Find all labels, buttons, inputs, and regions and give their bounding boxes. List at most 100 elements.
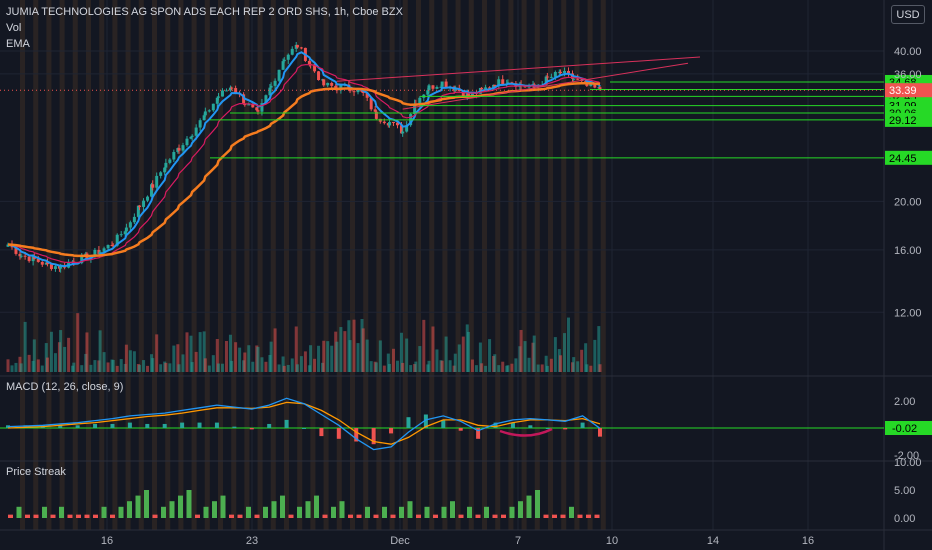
volume-bar [545, 365, 549, 372]
session-band [218, 0, 223, 530]
volume-bar [506, 365, 510, 372]
macd-histogram-bar [423, 414, 428, 428]
candle-body [159, 172, 163, 176]
volume-bar [313, 358, 317, 372]
candle-body [146, 196, 150, 201]
candle-body [150, 184, 154, 197]
candle-body [365, 92, 369, 98]
volume-bar [138, 364, 142, 372]
volume-bar [457, 344, 461, 372]
session-band [574, 0, 580, 530]
volume-bar [414, 361, 418, 372]
volume-bar [501, 361, 505, 372]
volume-bar [202, 331, 206, 372]
currency-button[interactable]: USD [891, 5, 925, 24]
price-streak-bar [492, 514, 498, 518]
macd-histogram-bar [75, 425, 80, 428]
candle-body [128, 222, 132, 228]
session-band [482, 0, 487, 530]
volume-bar [510, 363, 514, 372]
volume-bar [584, 343, 588, 372]
candle-body [207, 110, 211, 112]
volume-bar [85, 332, 89, 372]
volume-bar [168, 363, 172, 372]
volume-bar [422, 319, 426, 372]
volume-bar [215, 338, 219, 372]
macd-histogram-bar [302, 428, 306, 429]
price-streak-bar [93, 514, 98, 518]
price-streak-bar [195, 514, 200, 518]
candle-body [369, 97, 373, 110]
price-streak-bar [288, 514, 294, 518]
session-band [508, 0, 514, 530]
price-streak-indicator-label[interactable]: Price Streak [6, 466, 66, 478]
volume-bar [399, 332, 403, 372]
volume-bar [67, 337, 71, 372]
candle-body [80, 255, 84, 264]
candle-body [198, 120, 202, 128]
macd-histogram-bar [441, 419, 446, 428]
price-streak-bar [220, 495, 226, 518]
volume-bar [369, 361, 373, 372]
volume-bar [264, 361, 268, 372]
price-streak-bar [382, 506, 387, 518]
price-streak-bar [518, 501, 523, 518]
volume-bar [49, 331, 53, 372]
price-streak-bar [118, 506, 124, 518]
ema-indicator-label[interactable]: EMA [6, 38, 30, 50]
streak-axis-tick: 0.00 [894, 513, 915, 525]
candle-body [584, 81, 588, 83]
volume-bar [544, 355, 548, 372]
candle-body [228, 87, 232, 91]
session-band [86, 0, 91, 530]
volume-bar [418, 346, 422, 372]
session-band [561, 0, 567, 530]
volume-bar [36, 359, 40, 372]
last-price-label: 33.39 [889, 85, 917, 97]
candle-body [124, 227, 128, 232]
candle-body [563, 70, 567, 73]
price-streak-bar [314, 495, 319, 518]
volume-bar [444, 336, 448, 372]
volume-bar [211, 355, 215, 372]
macd-histogram-bar [510, 422, 515, 428]
session-band [20, 0, 25, 530]
candle-body [93, 249, 97, 256]
volume-bar [388, 363, 392, 372]
macd-value-label: -0.02 [892, 423, 917, 435]
session-band [46, 0, 52, 530]
candle-body [493, 84, 497, 87]
candle-body [111, 245, 115, 247]
volume-bar [194, 351, 198, 372]
price-level-badge [885, 112, 932, 127]
candle-body [356, 89, 360, 93]
candle-body [401, 131, 405, 134]
session-band [455, 0, 461, 530]
session-band [600, 0, 606, 530]
candle-body [189, 136, 193, 139]
price-streak-bar [76, 514, 81, 518]
session-band [152, 0, 157, 530]
candle-body [497, 79, 501, 87]
candle-body [98, 251, 102, 255]
price-streak-bar [331, 506, 336, 518]
session-band [257, 0, 263, 530]
macd-histogram-bar [6, 425, 10, 428]
price-streak-bar [127, 501, 132, 518]
candle-body [299, 47, 303, 49]
volume-bar [580, 349, 584, 372]
price-streak-bar [229, 514, 234, 518]
volume-bar [514, 358, 518, 372]
volume-bar [553, 337, 557, 372]
vol-indicator-label[interactable]: Vol [6, 22, 22, 34]
macd-indicator-label[interactable]: MACD (12, 26, close, 9) [6, 381, 124, 393]
candle-body [203, 111, 207, 116]
session-band [165, 0, 171, 530]
volume-bar [106, 362, 110, 372]
session-band [33, 0, 39, 530]
volume-bar [164, 362, 168, 372]
volume-bar [238, 347, 242, 372]
volume-bar [220, 363, 224, 372]
volume-bar [493, 354, 497, 372]
session-band [99, 0, 105, 530]
